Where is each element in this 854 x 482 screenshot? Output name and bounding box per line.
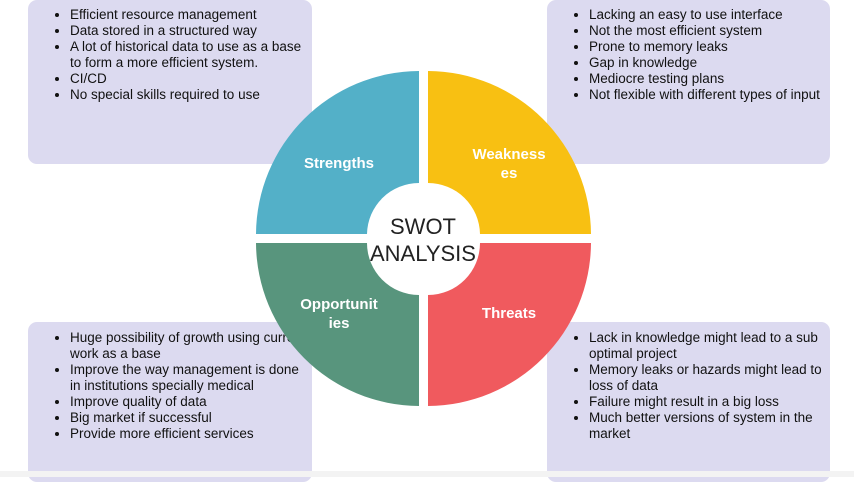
center-title-line1: SWOT <box>390 214 456 239</box>
list-item: Memory leaks or hazards might lead to lo… <box>589 362 830 394</box>
list-item: Data stored in a structured way <box>70 23 312 39</box>
opportunities-label-line2: ies <box>329 315 350 332</box>
footer-strip <box>0 471 854 477</box>
threats-quadrant <box>428 243 591 406</box>
threats-label: Threats <box>482 305 536 322</box>
threats-list: Lack in knowledge might lead to a sub op… <box>547 322 830 442</box>
list-item: Mediocre testing plans <box>589 71 830 87</box>
strengths-label: Strengths <box>304 155 374 172</box>
list-item: Improve quality of data <box>70 394 312 410</box>
strengths-quadrant <box>256 71 419 234</box>
list-item: Huge possibility of growth using current… <box>70 330 312 362</box>
weaknesses-label-line2: es <box>501 165 518 182</box>
list-item: A lot of historical data to use as a bas… <box>70 39 312 71</box>
strengths-box: Efficient resource management Data store… <box>28 0 312 164</box>
weaknesses-list: Lacking an easy to use interface Not the… <box>547 0 830 103</box>
weaknesses-quadrant <box>428 71 591 234</box>
threats-box: Lack in knowledge might lead to a sub op… <box>547 322 830 482</box>
opportunities-label-line1: Opportunit <box>300 296 377 313</box>
list-item: Prone to memory leaks <box>589 39 830 55</box>
list-item: Gap in knowledge <box>589 55 830 71</box>
list-item: Improve the way management is done in in… <box>70 362 312 394</box>
weaknesses-label-line1: Weakness <box>472 146 545 163</box>
list-item: Not the most efficient system <box>589 23 830 39</box>
list-item: Provide more efficient services <box>70 426 312 442</box>
opportunities-box: Huge possibility of growth using current… <box>28 322 312 482</box>
list-item: Efficient resource management <box>70 7 312 23</box>
opportunities-quadrant <box>256 243 419 406</box>
list-item: Lacking an easy to use interface <box>589 7 830 23</box>
list-item: CI/CD <box>70 71 312 87</box>
list-item: Not flexible with different types of inp… <box>589 87 830 103</box>
list-item: No special skills required to use <box>70 87 312 103</box>
weaknesses-box: Lacking an easy to use interface Not the… <box>547 0 830 164</box>
list-item: Big market if successful <box>70 410 312 426</box>
list-item: Lack in knowledge might lead to a sub op… <box>589 330 830 362</box>
strengths-list: Efficient resource management Data store… <box>28 0 312 103</box>
list-item: Much better versions of system in the ma… <box>589 410 830 442</box>
opportunities-list: Huge possibility of growth using current… <box>28 322 312 442</box>
list-item: Failure might result in a big loss <box>589 394 830 410</box>
center-title-line2: ANALYSIS <box>370 241 476 266</box>
